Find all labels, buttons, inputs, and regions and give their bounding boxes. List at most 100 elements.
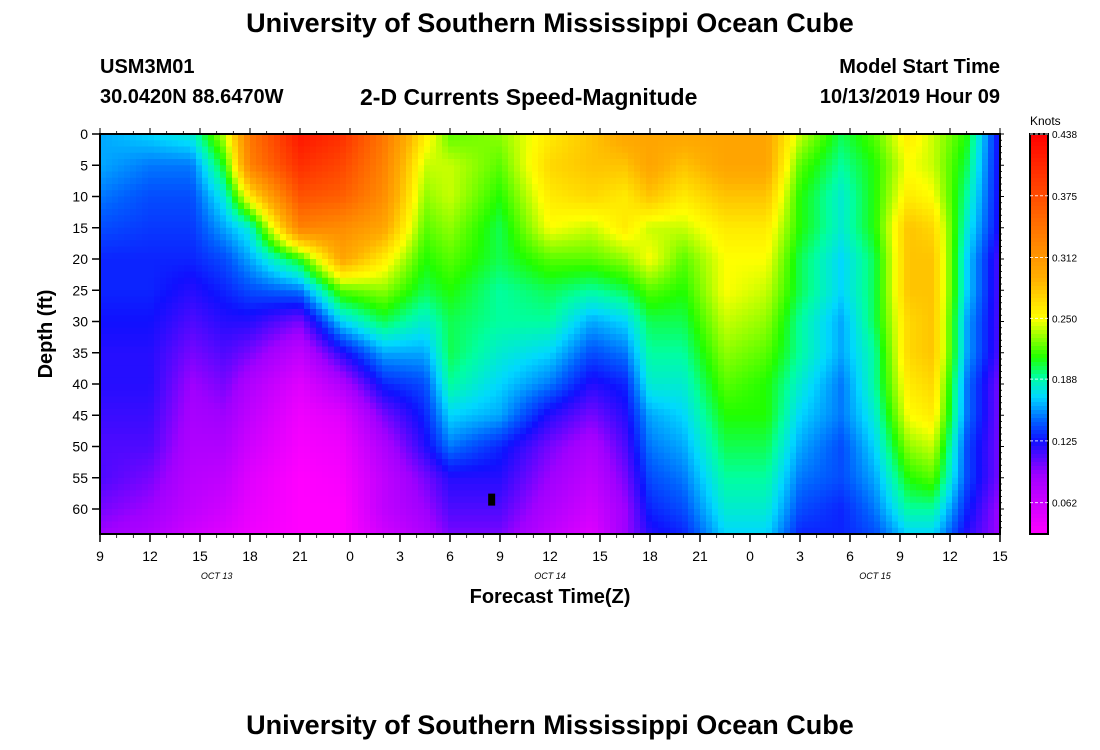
heatmap-cell — [142, 296, 149, 304]
heatmap-cell — [562, 202, 569, 210]
heatmap-cell — [244, 396, 251, 404]
heatmap-cell — [418, 284, 425, 291]
heatmap-cell — [376, 471, 383, 479]
heatmap-cell — [232, 140, 239, 148]
heatmap-cell — [124, 227, 131, 235]
heatmap-cell — [364, 215, 371, 223]
heatmap-cell — [274, 409, 281, 416]
heatmap-cell — [448, 477, 455, 485]
heatmap-cell — [418, 502, 425, 510]
heatmap-cell — [436, 527, 443, 534]
heatmap-cell — [232, 321, 239, 329]
heatmap-cell — [112, 265, 119, 273]
heatmap-cell — [556, 246, 563, 254]
heatmap-cell — [364, 459, 371, 466]
heatmap-cell — [310, 452, 317, 460]
heatmap-cell — [406, 346, 413, 354]
heatmap-cell — [496, 440, 503, 448]
heatmap-cell — [316, 377, 323, 385]
heatmap-cell — [370, 140, 377, 148]
heatmap-cell — [532, 334, 539, 341]
heatmap-cell — [214, 346, 221, 354]
heatmap-cell — [406, 527, 413, 534]
heatmap-cell — [562, 240, 569, 248]
heatmap-cell — [532, 265, 539, 273]
heatmap-cell — [250, 215, 257, 223]
heatmap-cell — [562, 184, 569, 191]
heatmap-cell — [370, 327, 377, 335]
heatmap-cell — [550, 334, 557, 341]
heatmap-cell — [304, 490, 311, 498]
heatmap-cell — [178, 315, 185, 323]
heatmap-cell — [178, 271, 185, 279]
heatmap-cell — [412, 465, 419, 473]
heatmap-cell — [454, 209, 461, 216]
heatmap-cell — [532, 209, 539, 216]
heatmap-cell — [232, 365, 239, 373]
heatmap-cell — [292, 190, 299, 198]
heatmap-cell — [478, 415, 485, 423]
heatmap-cell — [334, 146, 341, 154]
heatmap-cell — [220, 440, 227, 448]
heatmap-cell — [376, 459, 383, 466]
heatmap-cell — [112, 221, 119, 229]
heatmap-cell — [154, 152, 161, 160]
heatmap-cell — [256, 321, 263, 329]
heatmap-cell — [412, 159, 419, 166]
heatmap-cell — [364, 421, 371, 429]
heatmap-cell — [118, 415, 125, 423]
heatmap-cell — [478, 252, 485, 260]
heatmap-cell — [394, 434, 401, 441]
heatmap-cell — [298, 415, 305, 423]
heatmap-cell — [400, 190, 407, 198]
heatmap-cell — [400, 159, 407, 166]
heatmap-cell — [130, 421, 137, 429]
heatmap-cell — [322, 496, 329, 504]
heatmap-cell — [430, 240, 437, 248]
heatmap-cell — [226, 477, 233, 485]
heatmap-cell — [316, 515, 323, 523]
heatmap-cell — [496, 490, 503, 498]
heatmap-cell — [262, 509, 269, 516]
heatmap-cell — [256, 334, 263, 341]
heatmap-cell — [118, 459, 125, 466]
heatmap-cell — [394, 384, 401, 391]
heatmap-cell — [364, 246, 371, 254]
heatmap-cell — [196, 396, 203, 404]
heatmap-cell — [412, 290, 419, 298]
heatmap-cell — [376, 340, 383, 348]
heatmap-cell — [154, 209, 161, 216]
heatmap-cell — [160, 221, 167, 229]
heatmap-cell — [424, 190, 431, 198]
heatmap-cell — [478, 440, 485, 448]
heatmap-cell — [124, 140, 131, 148]
heatmap-cell — [544, 259, 551, 266]
heatmap-cell — [550, 396, 557, 404]
heatmap-cell — [298, 346, 305, 354]
heatmap-cell — [520, 209, 527, 216]
heatmap-cell — [544, 359, 551, 366]
heatmap-cell — [250, 515, 257, 523]
heatmap-cell — [196, 427, 203, 435]
heatmap-cell — [142, 171, 149, 179]
heatmap-cell — [388, 152, 395, 160]
heatmap-cell — [238, 190, 245, 198]
heatmap-cell — [262, 484, 269, 491]
heatmap-cell — [328, 296, 335, 304]
heatmap-cell — [136, 496, 143, 504]
heatmap-cell — [220, 234, 227, 241]
heatmap-cell — [286, 434, 293, 441]
heatmap-cell — [256, 515, 263, 523]
heatmap-cell — [370, 421, 377, 429]
heatmap-cell — [268, 384, 275, 391]
heatmap-cell — [298, 290, 305, 298]
heatmap-cell — [304, 415, 311, 423]
heatmap-cell — [118, 134, 125, 141]
heatmap-cell — [250, 409, 257, 416]
heatmap-cell — [460, 477, 467, 485]
heatmap-cell — [532, 165, 539, 173]
heatmap-cell — [352, 184, 359, 191]
heatmap-cell — [400, 371, 407, 379]
heatmap-cell — [406, 365, 413, 373]
heatmap-cell — [550, 371, 557, 379]
